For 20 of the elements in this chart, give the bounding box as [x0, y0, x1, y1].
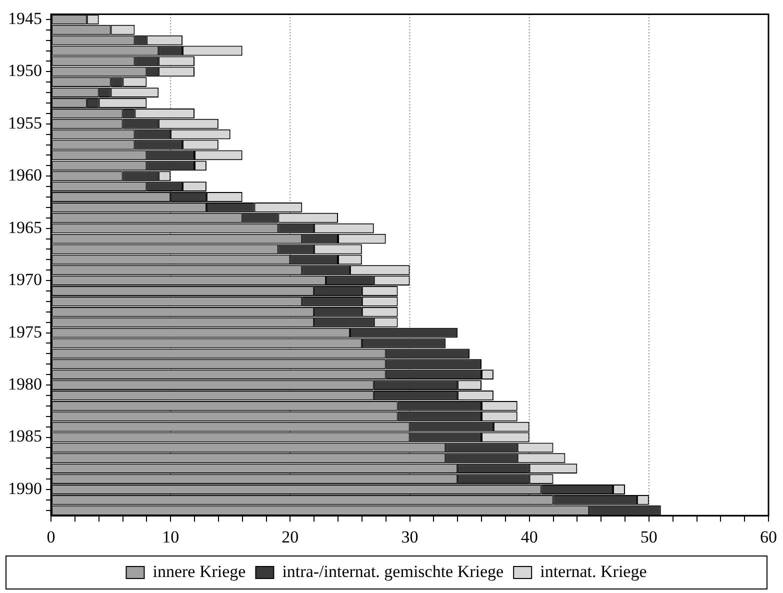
legend-label: internat. Kriege [540, 562, 647, 581]
y-tick-label: 1985 [8, 426, 42, 446]
x-tick-label: 10 [162, 527, 180, 546]
y-tick-label: 1990 [8, 478, 42, 498]
x-tick-label: 0 [46, 527, 56, 546]
y-tick-label: 1975 [8, 322, 42, 342]
y-tick-label: 1965 [8, 218, 42, 237]
x-tick-label: 40 [520, 527, 538, 546]
legend-label: innere Kriege [152, 562, 246, 581]
y-tick-label: 1970 [8, 270, 42, 290]
y-tick-label: 1980 [8, 374, 42, 394]
x-tick-label: 20 [282, 527, 299, 546]
y-tick-label: 1960 [8, 166, 42, 185]
legend-label: intra-/internat. gemischte Kriege [282, 562, 504, 581]
y-tick-label: 1955 [8, 113, 42, 132]
y-tick-label: 1950 [8, 61, 42, 80]
y-tick-label: 1945 [8, 8, 42, 28]
x-tick-label: 30 [401, 527, 418, 546]
x-tick-label: 50 [640, 527, 658, 546]
x-tick-label: 60 [760, 527, 777, 546]
